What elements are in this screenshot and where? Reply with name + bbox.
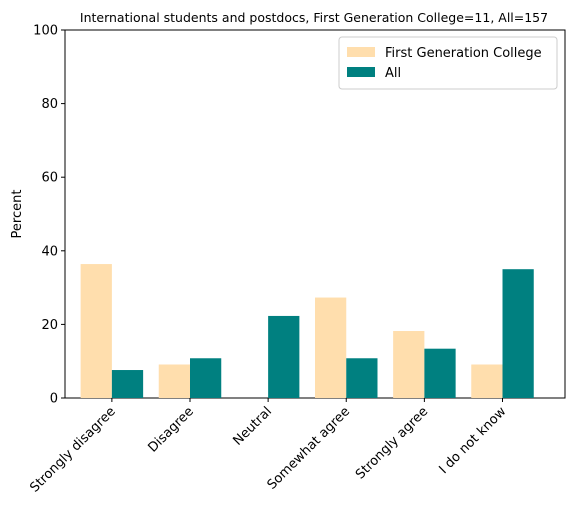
x-axis: Strongly disagree Disagree NeutralSomewhat… <box>27 398 510 496</box>
y-tick-label: 100 <box>33 24 58 39</box>
y-tick-label: 20 <box>41 318 58 333</box>
legend: First Generation College All <box>338 36 558 90</box>
y-tick-label: 60 <box>41 171 58 186</box>
bar-first-generation-college <box>393 331 425 398</box>
y-axis-label: Percent <box>10 190 25 239</box>
y-tick-label: 40 <box>41 244 58 259</box>
bar-all <box>190 358 222 398</box>
x-tick-label: Strongly disagree <box>27 404 118 495</box>
legend-swatch <box>347 67 375 77</box>
y-tick-label: 80 <box>41 97 58 112</box>
y-tick-label: 0 <box>50 392 58 407</box>
y-axis: 0 20 40 60 80 100 <box>33 24 65 407</box>
chart-title: International students and postdocs, Fir… <box>80 10 548 25</box>
x-tick-label: Strongly agree <box>353 404 431 482</box>
bar-all <box>502 269 534 398</box>
bars <box>80 264 534 398</box>
bar-all <box>268 315 300 398</box>
legend-box <box>338 36 558 90</box>
bar-all <box>346 358 378 398</box>
x-tick-label: Disagree <box>145 404 196 455</box>
bar-all <box>111 370 144 398</box>
x-tick-label: I do not know <box>436 404 509 477</box>
bar-first-generation-college <box>158 364 190 398</box>
bar-all <box>424 348 456 398</box>
x-tick-label: Somewhat agree <box>265 404 354 493</box>
x-tick-label: Neutral <box>230 404 275 449</box>
bar-first-generation-college <box>80 264 112 398</box>
legend-swatch <box>347 47 375 57</box>
bar-first-generation-college <box>471 364 503 398</box>
bar-first-generation-college <box>315 297 347 398</box>
legend-label: First Generation College <box>385 46 542 61</box>
legend-label: All <box>385 66 401 81</box>
